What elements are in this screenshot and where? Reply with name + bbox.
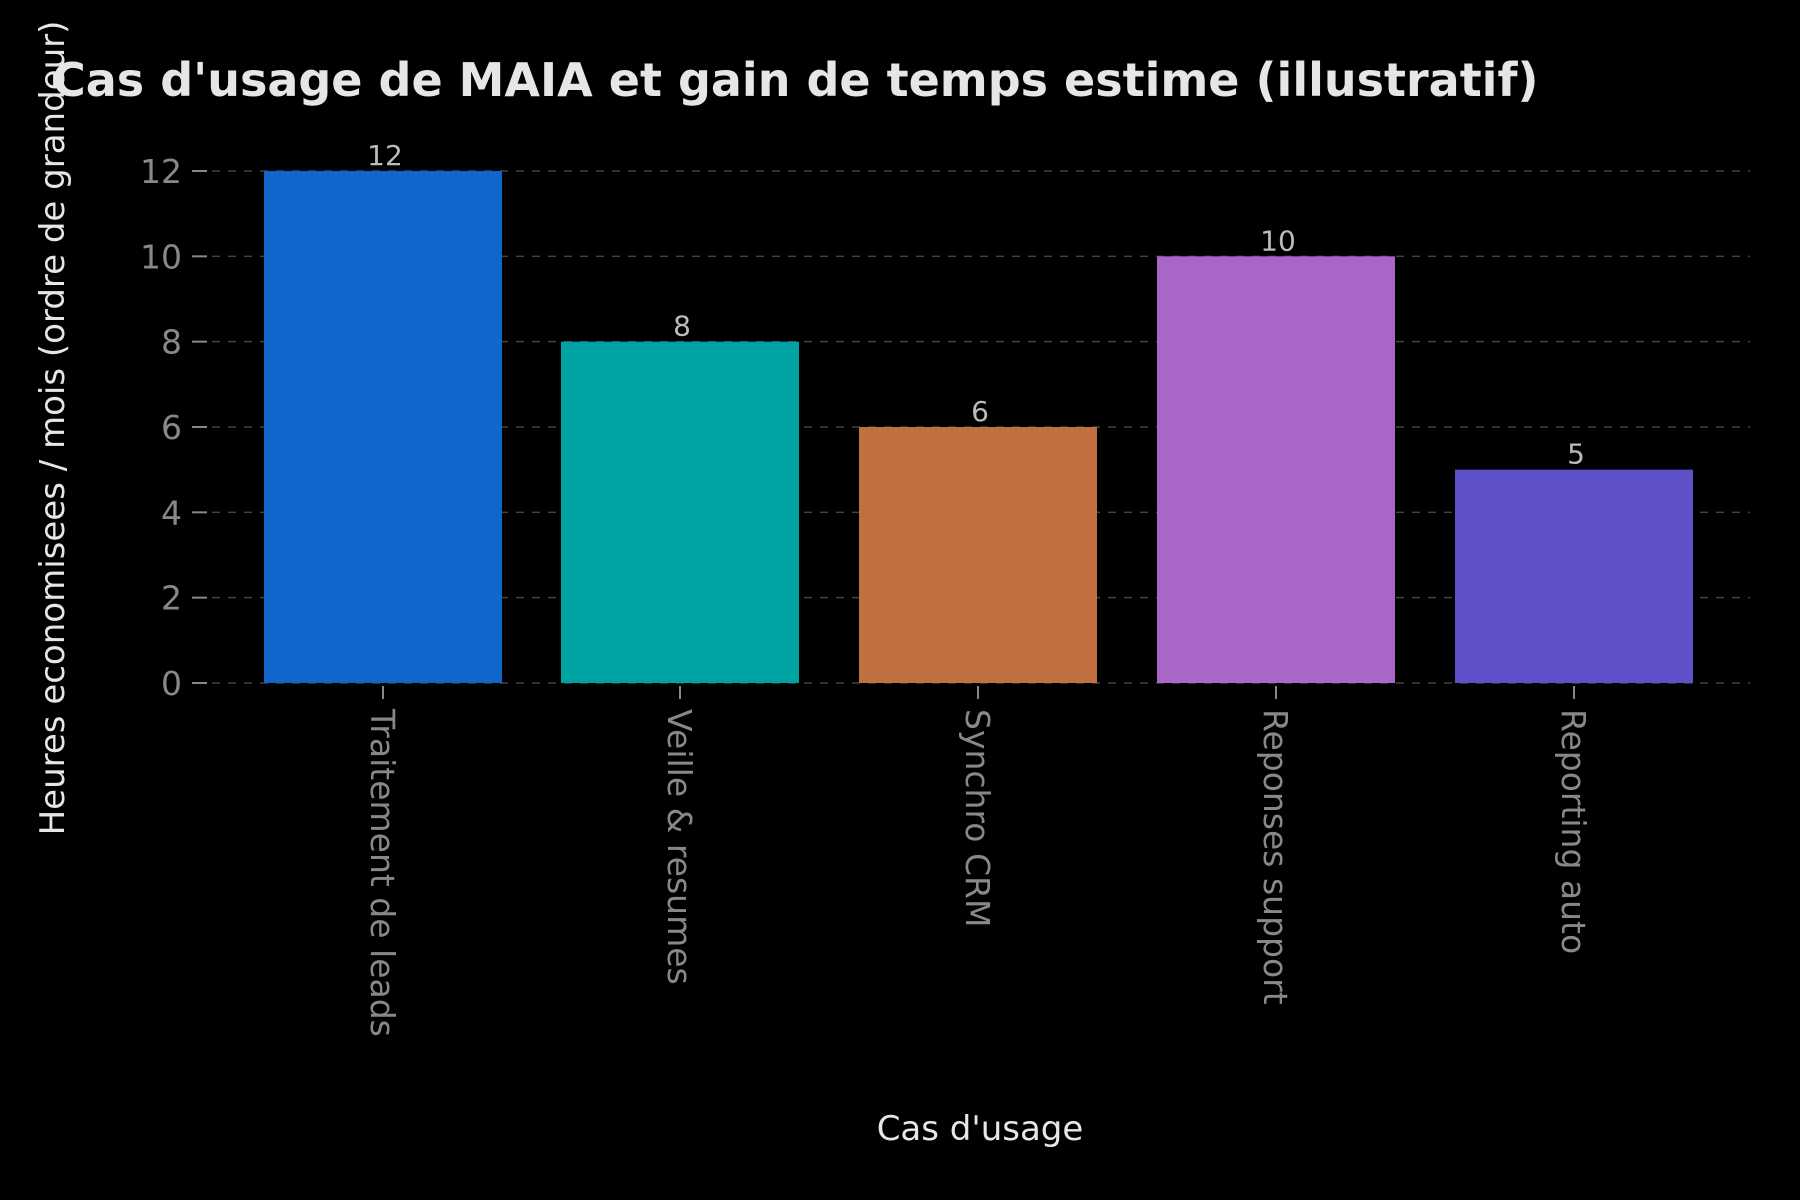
data-label: 5 <box>1567 438 1585 471</box>
y-axis-ticks: 0 2 4 6 8 10 12 <box>140 152 207 703</box>
bar <box>264 171 502 683</box>
y-tick-label: 10 <box>140 237 182 276</box>
x-tick-label: Reporting auto <box>1554 709 1593 954</box>
y-tick-label: 2 <box>161 579 182 618</box>
chart-title: Cas d'usage de MAIA et gain de temps est… <box>52 53 1539 107</box>
bar <box>1157 256 1395 683</box>
bar <box>561 341 799 683</box>
y-tick-label: 0 <box>161 664 182 703</box>
x-axis-label: Cas d'usage <box>877 1109 1084 1149</box>
data-label: 10 <box>1260 224 1296 257</box>
y-axis-label: Heures economisees / mois (ordre de gran… <box>33 21 73 836</box>
y-tick-label: 6 <box>161 408 182 447</box>
bar <box>859 427 1097 683</box>
y-tick-label: 4 <box>161 493 182 532</box>
x-tick-label: Synchro CRM <box>958 709 997 927</box>
y-tick-label: 8 <box>161 323 182 362</box>
data-label: 12 <box>367 139 403 172</box>
data-label: 6 <box>971 395 989 428</box>
x-axis-ticks: Traitement de leads Veille & resumes Synch… <box>363 686 1593 1037</box>
x-tick-label: Traitement de leads <box>363 708 402 1037</box>
bars-layer <box>264 171 1693 683</box>
x-tick-label: Veille & resumes <box>660 709 699 985</box>
data-labels: 12 8 6 10 5 <box>367 139 1585 471</box>
x-tick-label: Reponses support <box>1256 709 1295 1005</box>
y-tick-label: 12 <box>140 152 182 191</box>
bar <box>1455 469 1693 683</box>
data-label: 8 <box>673 310 691 343</box>
